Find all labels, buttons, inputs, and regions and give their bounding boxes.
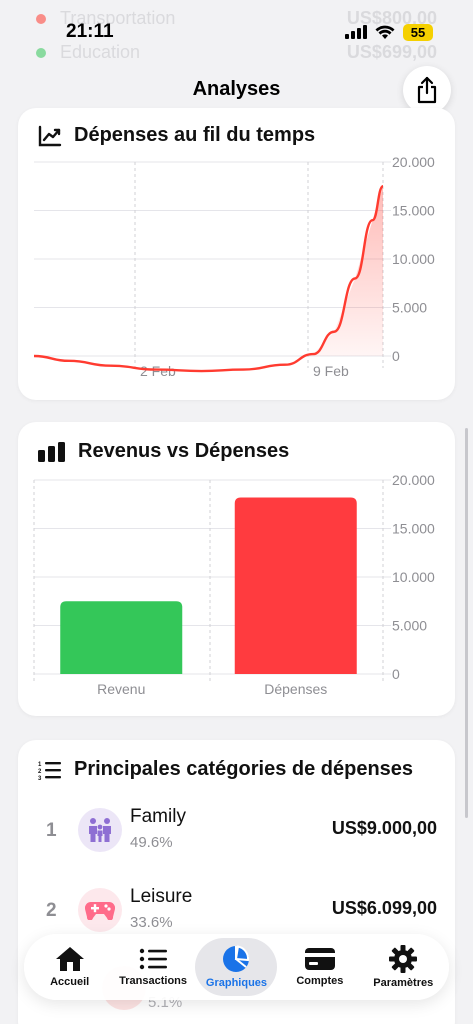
ghost-dot (36, 14, 46, 24)
income-vs-expenses-card: Revenus vs Dépenses 0 5.000 10.000 15.000 20… (18, 422, 455, 716)
ghost-row-education: Education US$699,00 (36, 42, 437, 63)
x-tick-label: Dépenses (264, 681, 327, 697)
category-row-leisure[interactable]: 2 Leisure 33.6% US$6.099,00 (18, 886, 455, 958)
y-tick-label: 5.000 (392, 300, 427, 316)
home-icon (55, 947, 84, 971)
tab-label: Accueil (50, 976, 90, 988)
category-rank: 2 (46, 900, 57, 921)
y-tick-label: 0 (392, 666, 400, 682)
share-button[interactable] (403, 66, 451, 114)
tab-parametres[interactable]: Paramètres (362, 938, 444, 996)
income-card-title: Revenus vs Dépenses (78, 440, 290, 462)
expenses-card-title: Dépenses au fil du temps (74, 124, 316, 146)
categories-card-title: Principales catégories de dépenses (74, 758, 414, 780)
x-tick-label: 2 Feb (140, 363, 176, 379)
bar-revenu (60, 601, 183, 674)
scroll-indicator[interactable] (465, 428, 468, 818)
category-name: Family (130, 806, 186, 827)
area-fill (313, 186, 383, 356)
expenses-line-chart: 0 5.000 10.000 15.000 20.000 2 Feb 9 Feb (33, 156, 435, 379)
cellular-signal-icon (345, 25, 367, 39)
x-tick-label: 9 Feb (313, 363, 349, 379)
card-icon (304, 948, 335, 970)
expense-line (33, 185, 385, 373)
bar-dépenses (234, 497, 357, 674)
page-title: Analyses (192, 78, 281, 100)
svg-text:3: 3 (38, 776, 42, 780)
income-card-header: Revenus vs Dépenses (38, 440, 289, 463)
y-tick-label: 15.000 (392, 521, 435, 537)
tab-transactions[interactable]: Transactions (112, 938, 194, 996)
ghost-value: US$699,00 (346, 42, 437, 62)
status-icons: 55 (345, 23, 433, 41)
x-tick-label: Revenu (97, 681, 145, 697)
share-icon (417, 76, 437, 104)
categories-card-header: 1 2 3 Principales catégories de dépenses (38, 758, 413, 781)
bar-chart-icon (38, 441, 65, 462)
line-chart-icon (38, 125, 62, 146)
y-tick-label: 15.000 (392, 203, 435, 219)
svg-text:2: 2 (38, 769, 42, 775)
battery-indicator: 55 (403, 23, 433, 41)
y-tick-label: 20.000 (392, 472, 435, 488)
gamepad-icon (78, 888, 122, 932)
status-time: 21:11 (66, 21, 114, 42)
tab-comptes[interactable]: Comptes (279, 938, 361, 996)
ghost-label: Transportation (60, 8, 176, 28)
expenses-over-time-card: Dépenses au fil du temps 0 5.000 10.000 15.… (18, 108, 455, 400)
family-icon (78, 808, 122, 852)
pie-chart-icon (223, 945, 250, 972)
numbered-list-icon: 1 2 3 (38, 761, 61, 780)
tab-graphiques[interactable]: Graphiques (195, 938, 278, 996)
ghost-dot (36, 48, 46, 58)
svg-text:1: 1 (38, 762, 42, 768)
list-icon (139, 948, 168, 970)
category-amount: US$6.099,00 (331, 898, 437, 918)
category-row-family[interactable]: 1 Family 49.6% US$9.000,00 (18, 806, 455, 878)
category-percent: 33.6% (130, 914, 173, 931)
income-bar-chart: 0 5.000 10.000 15.000 20.000 Revenu Dépenses (33, 472, 435, 697)
ghost-label: Education (60, 42, 141, 62)
ghost-row-transportation: Transportation US$800,00 (36, 8, 437, 29)
wifi-icon (375, 25, 395, 39)
ghost-value: US$800,00 (346, 8, 437, 28)
gear-icon (389, 945, 418, 973)
tab-label: Paramètres (373, 977, 434, 989)
tab-bar: Accueil Transactions Graphiques Comptes (24, 934, 449, 1000)
category-rank: 1 (46, 820, 57, 841)
y-tick-label: 10.000 (392, 251, 435, 267)
y-tick-label: 0 (392, 348, 400, 364)
category-percent: 49.6% (130, 834, 173, 851)
y-tick-label: 5.000 (392, 618, 427, 634)
category-amount: US$9.000,00 (331, 818, 437, 838)
category-name: Leisure (130, 886, 193, 907)
status-bar: 21:11 55 (0, 0, 473, 64)
tab-label: Transactions (119, 975, 187, 987)
tab-accueil[interactable]: Accueil (29, 938, 111, 996)
tab-label: Comptes (296, 975, 344, 987)
y-tick-label: 20.000 (392, 156, 435, 170)
expenses-card-header: Dépenses au fil du temps (38, 124, 315, 147)
tab-label: Graphiques (205, 977, 268, 989)
y-tick-label: 10.000 (392, 569, 435, 585)
